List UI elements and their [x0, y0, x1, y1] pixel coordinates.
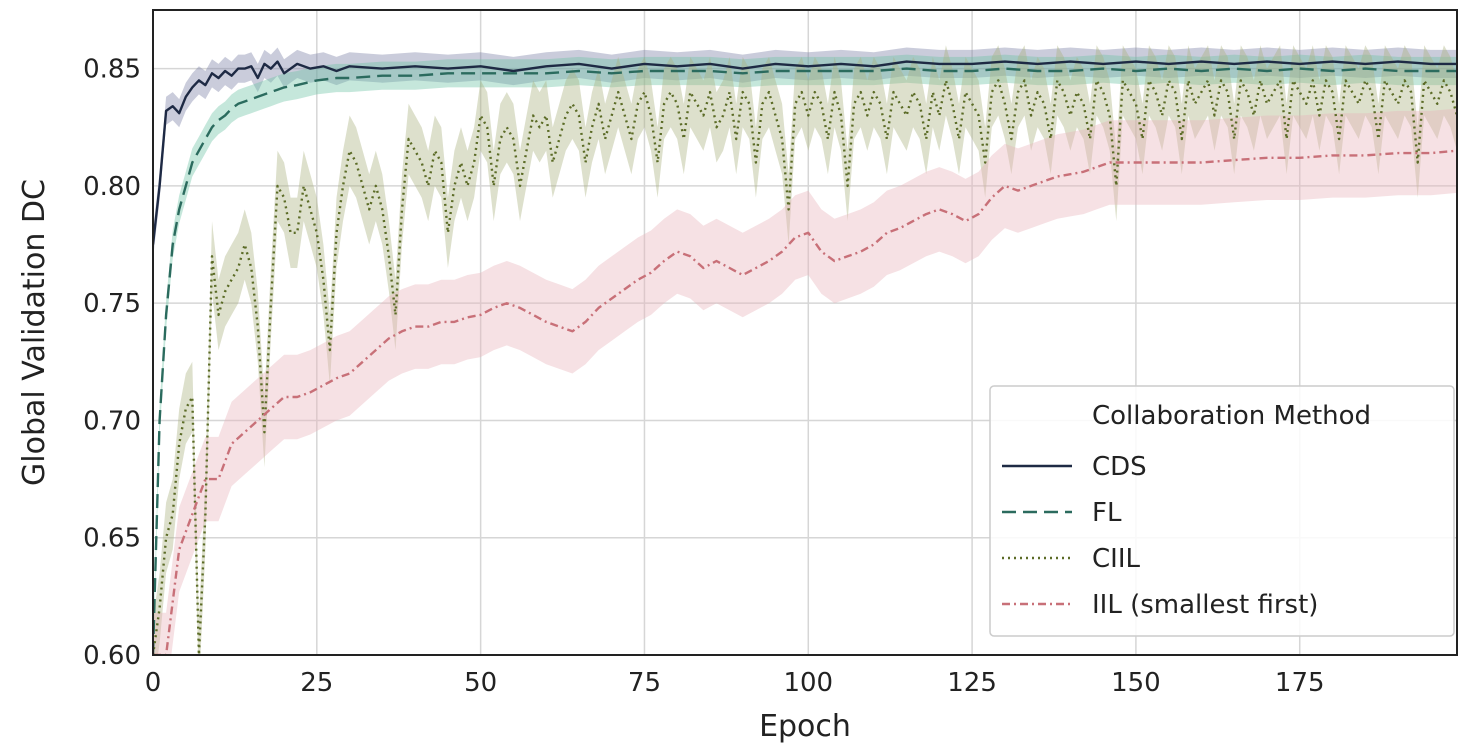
y-axis-title: Global Validation DC — [17, 179, 52, 486]
x-tick-label: 175 — [1275, 668, 1325, 698]
x-tick-label: 125 — [947, 668, 997, 698]
legend-items: CDS FL CIIL IIL (smallest first) — [1002, 452, 1318, 620]
series-line — [153, 67, 1457, 655]
x-axis-title: Epoch — [759, 709, 851, 744]
x-tick-label: 150 — [1111, 668, 1161, 698]
legend-label: FL — [1092, 498, 1122, 528]
y-tick-label: 0.60 — [83, 641, 141, 671]
series-line — [153, 149, 1457, 655]
y-tick-label: 0.85 — [83, 55, 141, 85]
confidence-bands — [153, 45, 1457, 655]
x-tick-label: 75 — [628, 668, 661, 698]
confidence-band — [153, 45, 1457, 655]
series-lines — [153, 60, 1457, 655]
legend: Collaboration Method CDS FL CIIL IIL (small… — [989, 385, 1455, 637]
series-line — [153, 60, 1457, 245]
legend-label: CIIL — [1092, 544, 1140, 574]
legend-label: IIL (smallest first) — [1092, 590, 1318, 620]
y-tick-labels: 0.60 0.65 0.70 0.75 0.80 0.85 — [83, 55, 141, 671]
x-tick-label: 0 — [145, 668, 162, 698]
legend-box — [989, 385, 1455, 637]
confidence-band — [153, 47, 1457, 259]
y-tick-label: 0.65 — [83, 524, 141, 554]
x-tick-label: 50 — [464, 668, 497, 698]
x-tick-label: 25 — [300, 668, 333, 698]
y-tick-label: 0.70 — [83, 406, 141, 436]
x-tick-labels: 0 25 50 75 100 125 150 175 — [145, 668, 1325, 698]
y-tick-label: 0.80 — [83, 172, 141, 202]
legend-title: Collaboration Method — [1092, 401, 1371, 431]
x-tick-label: 100 — [783, 668, 833, 698]
plot-frame — [152, 9, 1458, 656]
series-line — [153, 79, 1457, 655]
y-tick-label: 0.75 — [83, 289, 141, 319]
legend-label: CDS — [1092, 452, 1147, 482]
confidence-band — [153, 108, 1457, 655]
